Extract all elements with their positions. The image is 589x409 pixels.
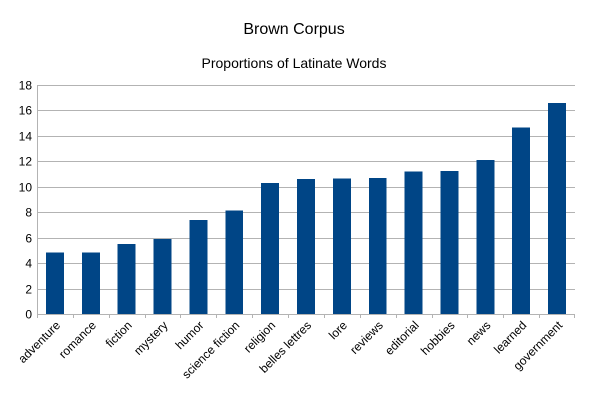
bar-hobbies — [440, 170, 459, 315]
x-tick-label: reviews — [347, 318, 386, 357]
bar-news — [476, 160, 495, 314]
y-tick-label: 12 — [19, 155, 33, 169]
bar-reviews — [368, 177, 387, 314]
x-tick-label: editorial — [382, 318, 422, 358]
y-tick-label: 2 — [25, 283, 32, 297]
bar-learned — [512, 127, 531, 315]
bar-romance — [81, 252, 100, 314]
x-tick-label: adventure — [15, 318, 63, 366]
bar-science-fiction — [225, 210, 244, 314]
y-tick-label: 6 — [25, 232, 32, 246]
bar-humor — [189, 219, 208, 314]
y-tick-label: 8 — [25, 206, 32, 220]
bar-government — [548, 102, 567, 314]
bar-fiction — [117, 244, 136, 314]
x-tick-label: humor — [173, 318, 207, 352]
y-tick-label: 16 — [19, 104, 33, 118]
bar-belles-lettres — [297, 179, 315, 314]
y-tick-label: 10 — [19, 181, 33, 195]
y-tick-label: 18 — [19, 79, 33, 93]
y-tick-label: 0 — [25, 308, 32, 322]
x-tick-label: fiction — [103, 318, 135, 350]
bar-editorial — [404, 171, 423, 314]
y-axis-ticks: 0 2 4 6 8 10 12 14 16 18 — [19, 79, 33, 322]
bars — [45, 102, 567, 315]
bar-religion — [261, 182, 280, 314]
chart-title: Brown Corpus — [243, 21, 344, 38]
x-tick-label: lore — [326, 318, 350, 342]
x-tick-label: mystery — [131, 318, 171, 358]
x-tick-label: news — [464, 318, 494, 348]
chart-subtitle: Proportions of Latinate Words — [202, 55, 387, 71]
x-tick-label: romance — [56, 318, 99, 361]
bar-mystery — [153, 238, 172, 314]
bar-adventure — [45, 252, 64, 314]
bar-lore — [332, 178, 351, 314]
y-tick-label: 14 — [19, 130, 33, 144]
x-tick-label: hobbies — [418, 318, 458, 358]
y-tick-label: 4 — [25, 257, 32, 271]
